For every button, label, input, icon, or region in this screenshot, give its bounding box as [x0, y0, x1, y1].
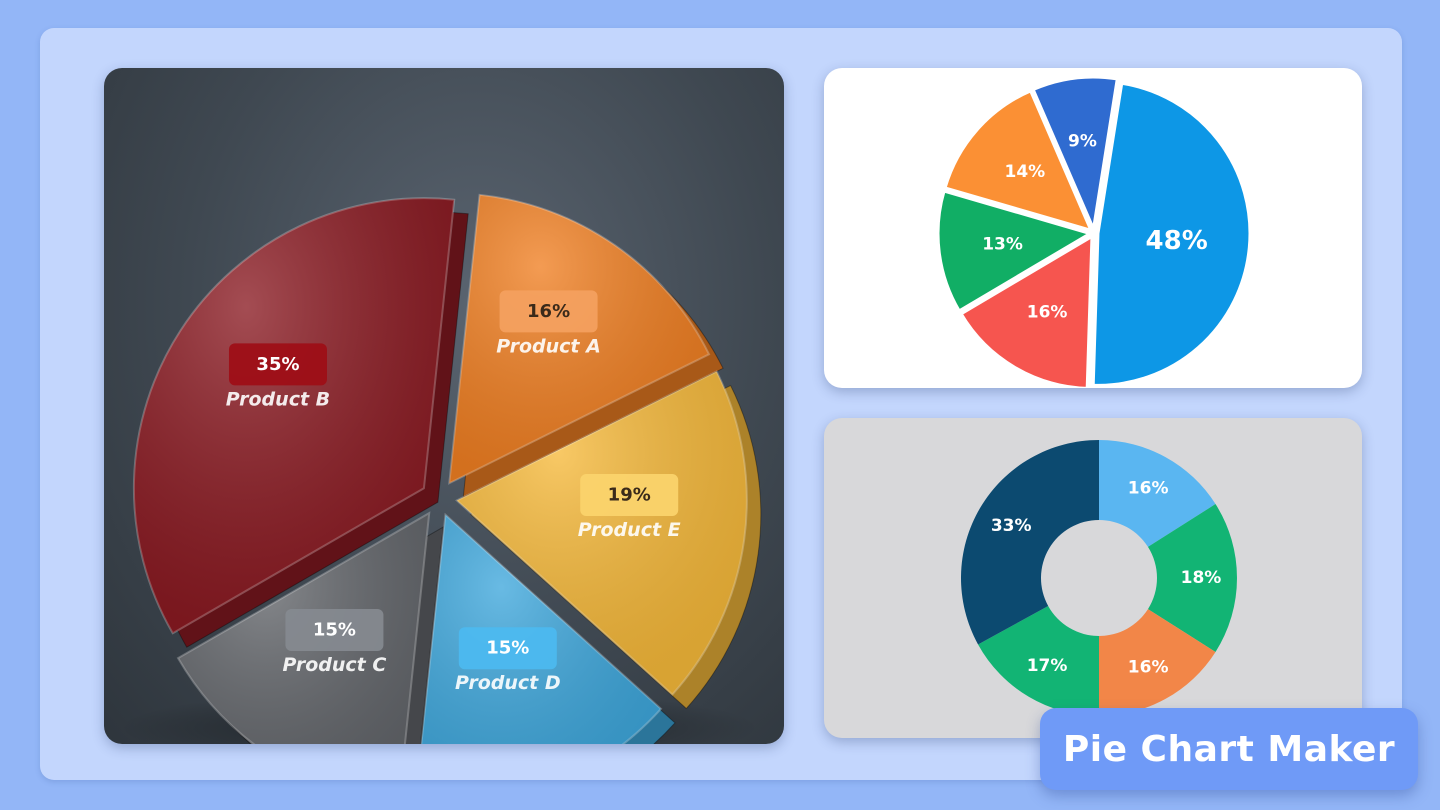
- segment-label: 18%: [1181, 568, 1222, 588]
- slice-category: Product A: [496, 335, 601, 357]
- pie-slice[interactable]: [943, 88, 1094, 233]
- chart-card-pie[interactable]: 48% 16% 13% 14% 9%: [824, 68, 1362, 388]
- brand-label: Pie Chart Maker: [1062, 728, 1396, 770]
- pie-slice-3d[interactable]: 19% Product E: [455, 370, 748, 696]
- pie-slice-3d[interactable]: 35% Product B: [132, 197, 456, 635]
- chart-card-3d-pie[interactable]: 16% Product A 19% Product E 15% Product D 15% P…: [104, 68, 784, 744]
- slice-category: Product B: [226, 388, 330, 410]
- slice-percent: 16%: [527, 301, 570, 322]
- slice-category: Product D: [455, 672, 561, 694]
- slice-category: Product E: [578, 519, 681, 541]
- slice-percent: 19%: [608, 485, 651, 506]
- pie-slice[interactable]: [936, 189, 1094, 313]
- slice-percent: 15%: [486, 638, 529, 659]
- pie-slice[interactable]: [959, 233, 1094, 388]
- value-badge: [285, 609, 384, 652]
- donut-segment[interactable]: [1099, 609, 1216, 716]
- segment-label: 33%: [991, 516, 1032, 536]
- pie-slice-3d[interactable]: 15% Product D: [415, 512, 663, 744]
- slice-label: 48%: [1146, 226, 1208, 256]
- brand-badge: Pie Chart Maker: [1040, 708, 1418, 790]
- pie-slice-3d[interactable]: 15% Product C: [176, 511, 431, 744]
- slice-percent: 15%: [313, 620, 356, 641]
- pie-slice-3d[interactable]: 16% Product A: [448, 193, 711, 485]
- slice-gloss: [133, 198, 455, 634]
- slice-label: 9%: [1068, 132, 1097, 152]
- value-badge: [458, 627, 557, 670]
- slice-gloss: [449, 194, 710, 484]
- chart-card-donut[interactable]: 16% 18% 16% 17% 33%: [824, 418, 1362, 738]
- slice-percent: 35%: [256, 354, 299, 375]
- donut-segment[interactable]: [1099, 440, 1216, 547]
- pie-chart-3d: 16% Product A 19% Product E 15% Product D 15% P…: [119, 193, 762, 744]
- segment-label: 17%: [1027, 656, 1068, 676]
- pie-chart: 48% 16% 13% 14% 9%: [936, 75, 1252, 388]
- donut-chart: 16% 18% 16% 17% 33%: [961, 440, 1237, 716]
- slice-label: 13%: [982, 235, 1023, 255]
- slice-label: 16%: [1027, 302, 1068, 322]
- donut-segment[interactable]: [978, 605, 1099, 716]
- donut-segment[interactable]: [961, 440, 1099, 645]
- slice-category: Product C: [283, 654, 387, 676]
- value-badge: [499, 290, 598, 333]
- value-badge: [228, 343, 327, 386]
- pie-slice[interactable]: [1031, 75, 1119, 235]
- slice-gloss: [456, 371, 747, 695]
- segment-label: 16%: [1128, 657, 1169, 677]
- slice-label: 14%: [1005, 162, 1046, 182]
- value-badge: [580, 474, 679, 517]
- segment-label: 16%: [1128, 479, 1169, 499]
- donut-segment[interactable]: [1147, 504, 1237, 652]
- pie-slice[interactable]: [1091, 81, 1252, 387]
